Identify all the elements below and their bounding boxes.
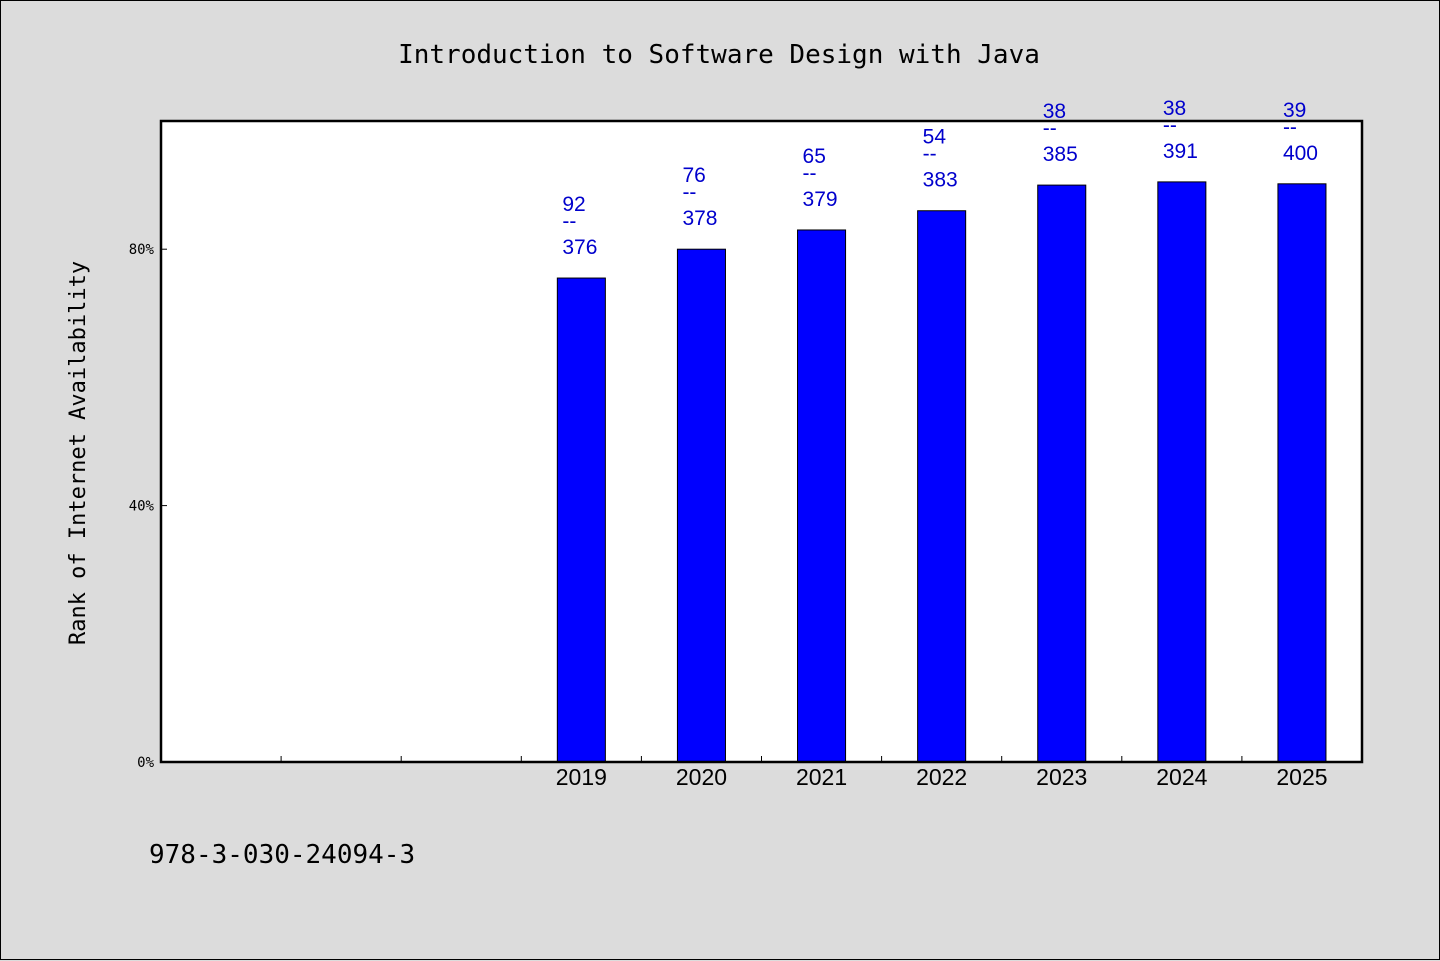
bar <box>917 210 967 763</box>
data-label-top: 38 <box>1043 100 1066 123</box>
bar <box>1037 184 1087 763</box>
data-label-sep: -- <box>1283 116 1297 139</box>
y-tick-label: 40% <box>129 499 155 515</box>
x-tick-label: 2020 <box>676 764 727 790</box>
x-tick-label: 2023 <box>1036 764 1087 790</box>
data-label-top: 38 <box>1163 97 1186 120</box>
bar <box>797 229 847 763</box>
data-label-sep: -- <box>562 210 576 233</box>
data-label-sep: -- <box>803 162 817 185</box>
data-label-bottom: 385 <box>1043 143 1078 166</box>
x-tick-label: 2022 <box>916 764 967 790</box>
data-label-top: 92 <box>562 193 585 216</box>
y-axis: 0% 40% 80% <box>129 242 167 771</box>
x-tick-label: 2025 <box>1276 764 1327 790</box>
bar <box>676 248 726 763</box>
data-label-top: 65 <box>803 145 826 168</box>
chart-title: Introduction to Software Design with Jav… <box>398 40 1040 70</box>
data-label-sep: -- <box>1163 114 1177 137</box>
data-label-sep: -- <box>923 143 937 166</box>
isbn-text: 978-3-030-24094-3 <box>149 840 415 870</box>
x-tick-label: 2024 <box>1156 764 1207 790</box>
y-tick-label: 80% <box>129 242 155 258</box>
x-tick-label: 2019 <box>556 764 607 790</box>
bar <box>556 277 606 763</box>
data-label-bottom: 383 <box>923 169 958 192</box>
data-label-top: 76 <box>682 164 705 187</box>
x-axis: 2019 2020 2021 2022 2023 2024 2025 <box>280 756 1328 790</box>
data-label-bottom: 400 <box>1283 142 1318 165</box>
bar <box>1157 181 1207 763</box>
y-axis-label: Rank of Internet Availability <box>66 261 91 645</box>
bar <box>1277 183 1327 763</box>
y-tick-label: 0% <box>137 755 154 771</box>
data-label-sep: -- <box>1043 117 1057 140</box>
data-label-top: 54 <box>923 126 947 149</box>
plot-border <box>159 119 1364 764</box>
data-label-top: 39 <box>1283 99 1306 122</box>
bars-group <box>556 181 1327 763</box>
x-tick-label: 2021 <box>796 764 847 790</box>
data-label-bottom: 378 <box>682 207 717 230</box>
data-label-bottom: 391 <box>1163 140 1198 163</box>
data-label-sep: -- <box>682 181 696 204</box>
data-labels-group: 92--37676--37865--37954--38338--38538--3… <box>562 97 1318 259</box>
data-label-bottom: 379 <box>803 188 838 211</box>
data-label-bottom: 376 <box>562 236 597 259</box>
